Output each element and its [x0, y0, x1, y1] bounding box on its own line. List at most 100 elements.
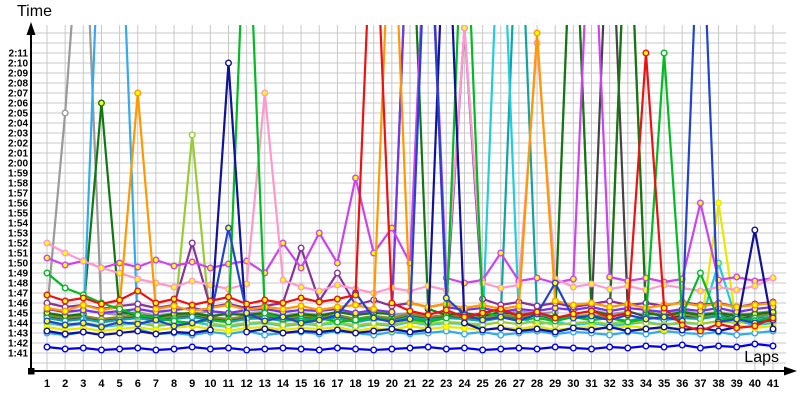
data-point-blue — [479, 346, 487, 354]
y-tick-label: 1:41 — [8, 349, 28, 360]
data-point-royal-blue — [170, 322, 178, 330]
data-point-royal-blue — [551, 279, 559, 287]
series-line-dark-green — [46, 25, 774, 319]
x-tick-label: 31 — [585, 378, 597, 390]
y-tick-label: 2:02 — [8, 139, 28, 150]
data-point-royal-blue — [497, 313, 505, 321]
data-point-magenta — [152, 256, 160, 264]
data-point-red — [388, 299, 396, 307]
data-point-orange — [97, 306, 105, 314]
x-tick-label: 27 — [513, 378, 525, 390]
data-point-red — [515, 312, 523, 320]
data-point-blue — [660, 343, 668, 351]
data-point-green — [134, 311, 142, 319]
data-point-red — [551, 314, 559, 322]
data-point-red — [206, 297, 214, 305]
data-point-magenta — [134, 263, 142, 271]
data-point-orange — [315, 306, 323, 314]
data-point-red — [424, 311, 432, 319]
y-tick-label: 1:57 — [8, 189, 28, 200]
x-tick-label: 7 — [153, 378, 159, 390]
x-tick-label: 6 — [135, 378, 141, 390]
x-tick-label: 39 — [731, 378, 743, 390]
data-point-orange — [515, 302, 523, 310]
data-point-royal-blue — [206, 314, 214, 322]
x-tick-label: 41 — [767, 378, 779, 390]
x-tick-label: 40 — [749, 378, 761, 390]
y-tick-label: 1:45 — [8, 309, 28, 320]
data-point-gray — [61, 109, 69, 117]
data-point-blue — [352, 345, 360, 353]
data-point-red — [460, 313, 468, 321]
data-point-navy — [406, 328, 414, 336]
data-point-pink — [606, 285, 614, 293]
y-tick-label: 1:49 — [8, 269, 28, 280]
data-point-pink — [134, 275, 142, 283]
data-point-blue — [497, 345, 505, 353]
data-point-royal-blue — [388, 318, 396, 326]
x-tick-label: 34 — [640, 378, 653, 390]
data-point-blue — [170, 345, 178, 353]
data-point-pink — [61, 249, 69, 257]
data-point-navy — [261, 325, 269, 333]
data-point-royal-blue — [152, 316, 160, 324]
data-point-navy — [388, 325, 396, 333]
y-tick-label: 2:10 — [8, 59, 28, 70]
data-point-navy — [279, 329, 287, 337]
data-point-orange — [551, 297, 559, 305]
y-tick-label: 1:46 — [8, 299, 28, 310]
data-point-royal-blue — [642, 315, 650, 323]
y-tick-label: 1:58 — [8, 179, 28, 190]
data-point-blue — [406, 344, 414, 352]
data-point-navy — [497, 324, 505, 332]
data-point-orange — [769, 299, 777, 307]
data-point-red — [715, 320, 723, 328]
x-tick-label: 5 — [117, 378, 123, 390]
data-point-royal-blue — [97, 323, 105, 331]
data-point-orange — [134, 89, 142, 97]
data-point-red — [769, 314, 777, 322]
data-point-red — [224, 293, 232, 301]
data-point-red — [479, 309, 487, 317]
data-point-magenta — [116, 259, 124, 267]
data-point-blue — [79, 344, 87, 352]
data-point-red — [297, 294, 305, 302]
data-point-pink — [569, 283, 577, 291]
data-point-green — [442, 314, 450, 322]
data-point-pink — [188, 277, 196, 285]
data-point-magenta — [533, 274, 541, 282]
y-tick-label: 2:00 — [8, 159, 28, 170]
data-point-royal-blue — [442, 294, 450, 302]
x-tick-label: 9 — [189, 378, 195, 390]
data-point-yellow — [715, 199, 723, 207]
data-point-blue — [315, 346, 323, 354]
x-tick-label: 30 — [567, 378, 579, 390]
data-point-orange — [696, 302, 704, 310]
x-tick-label: 14 — [277, 378, 290, 390]
data-point-orange — [733, 303, 741, 311]
series-layer — [43, 25, 777, 354]
data-point-orange — [588, 299, 596, 307]
data-point-purple — [297, 244, 305, 252]
series-line-violet — [46, 25, 774, 315]
x-tick-label: 17 — [331, 378, 343, 390]
data-point-navy — [224, 59, 232, 67]
data-point-pink — [497, 284, 505, 292]
data-point-pink — [261, 89, 269, 97]
data-point-magenta — [61, 261, 69, 269]
data-point-sky-blue — [606, 331, 614, 339]
data-point-pink — [43, 239, 51, 247]
y-tick-label: 1:53 — [8, 229, 28, 240]
data-point-orange — [533, 29, 541, 37]
y-tick-label: 1:48 — [8, 279, 28, 290]
data-point-red — [116, 296, 124, 304]
data-point-royal-blue — [315, 316, 323, 324]
x-tick-label: 32 — [604, 378, 616, 390]
data-point-orange — [297, 302, 305, 310]
data-point-pink — [315, 287, 323, 295]
x-tick-label: 36 — [676, 378, 688, 390]
data-point-navy — [116, 329, 124, 337]
x-tick-label: 4 — [98, 378, 105, 390]
data-point-yellow-green — [188, 131, 196, 139]
data-point-navy — [61, 330, 69, 338]
